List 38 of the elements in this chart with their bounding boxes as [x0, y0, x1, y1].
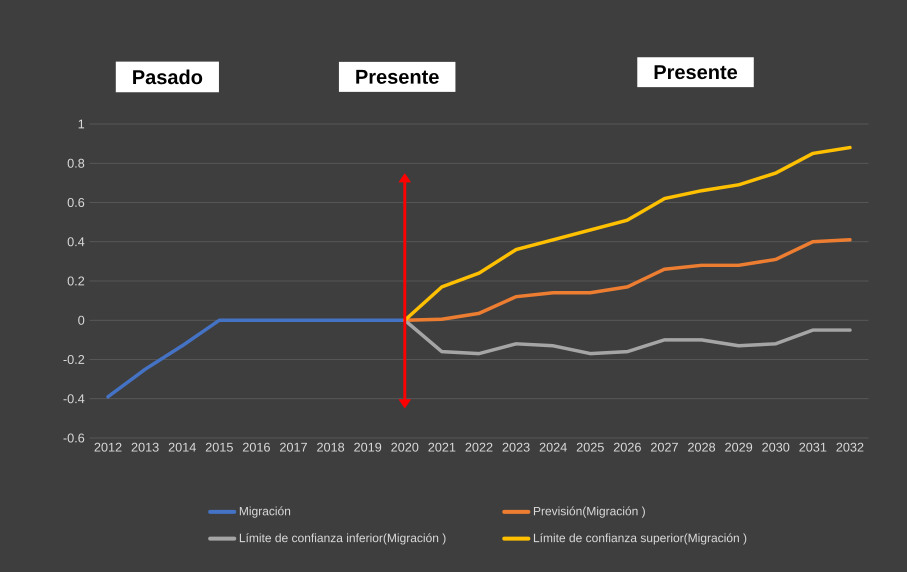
x-tick-label: 2025 — [576, 442, 604, 452]
x-tick-label: 2027 — [650, 442, 678, 452]
legend-label: Límite de confianza inferior(Migración ) — [240, 533, 446, 545]
x-tick-label: 2032 — [836, 442, 864, 452]
y-tick-label: 1 — [78, 120, 84, 128]
y-tick-label: -0.4 — [63, 394, 84, 404]
legend-label: Límite de confianza superior(Migración ) — [534, 533, 746, 545]
x-tick-label: 2023 — [502, 442, 530, 452]
x-tick-label: 2028 — [688, 442, 716, 452]
x-tick-label: 2024 — [540, 442, 567, 452]
x-tick-label: 2022 — [466, 442, 492, 452]
x-tick-label: 2020 — [391, 442, 418, 452]
x-tick-label: 2021 — [428, 442, 456, 452]
x-tick-label: 2018 — [317, 442, 344, 452]
x-tick-label: 2029 — [725, 442, 752, 452]
text: Pasado — [133, 70, 202, 84]
y-tick-label: 0.6 — [68, 198, 84, 207]
y-tick-label: 0.4 — [68, 237, 84, 246]
y-tick-label: 0 — [78, 316, 84, 325]
x-tick-label: 2013 — [132, 442, 159, 452]
x-tick-label: 2019 — [354, 442, 382, 452]
x-tick-label: 2030 — [762, 442, 790, 452]
x-tick-label: 2017 — [280, 442, 307, 452]
x-tick-label: 2015 — [206, 442, 233, 452]
x-tick-label: 2026 — [614, 442, 641, 452]
x-tick-label: 2016 — [242, 442, 270, 452]
y-tick-label: 0.2 — [68, 276, 84, 286]
x-tick-label: 2014 — [168, 442, 196, 452]
text: Presente — [654, 65, 738, 80]
y-tick-label: -0.2 — [63, 355, 84, 364]
x-tick-label: 2031 — [799, 442, 826, 452]
line-series — [403, 318, 852, 356]
y-tick-label: 0.8 — [68, 158, 84, 168]
text: Presente — [356, 70, 439, 84]
y-tick-label: -0.6 — [63, 434, 84, 442]
legend-label: Migración — [240, 506, 290, 518]
legend-label: Previsión(Migración ) — [534, 506, 645, 518]
x-tick-label: 2012 — [94, 442, 122, 452]
